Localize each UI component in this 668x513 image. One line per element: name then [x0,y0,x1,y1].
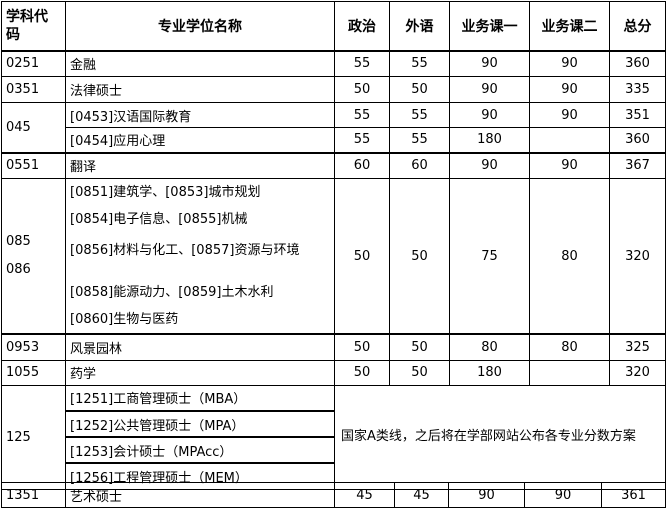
course1: 75 [449,178,530,335]
code: 085 086 [1,178,66,335]
total: 320 [609,178,666,335]
note: 国家A类线，之后将在学部网站公布各专业分数方案 [334,384,666,490]
code-line: 085 [6,234,31,249]
name: [1251]工商管理硕士（MBA） [65,384,335,412]
name: [0854]电子信息、[0855]机械 [70,212,248,227]
name: [0851]建筑学、[0853]城市规划 [70,185,261,200]
politics: 45 [334,482,395,508]
total: 335 [609,76,666,103]
name: [1253]会计硕士（MPAcc） [65,436,335,464]
code: 0953 [1,333,66,361]
language: 50 [389,178,450,335]
code-line: 086 [6,262,31,277]
header-course2: 业务课二 [529,1,610,51]
table-row: 125 [1251]工商管理硕士（MBA） 国家A类线，之后将在学部网站公布各专… [1,384,666,490]
code: 1055 [1,359,66,386]
name: 药学 [65,359,335,386]
table-row: [0454]应用心理 55 55 180 360 [2,127,666,153]
language: 55 [389,50,450,77]
total: 325 [609,333,666,361]
language: 55 [389,127,450,153]
name: [0860]生物与医药 [70,312,179,327]
course1: 90 [449,152,530,179]
course2: 90 [529,102,610,128]
name: 艺术硕士 [65,482,335,508]
language: 45 [394,482,449,508]
header-name: 专业学位名称 [65,1,335,51]
course1: 90 [449,76,530,103]
code: 0251 [1,50,66,77]
politics: 55 [334,50,390,77]
name-list: [0851]建筑学、[0853]城市规划 [0854]电子信息、[0855]机械… [65,178,335,335]
language: 60 [389,152,450,179]
table-row: 085 086 [0851]建筑学、[0853]城市规划 [0854]电子信息、… [1,178,666,335]
course1: 180 [449,359,530,386]
language: 50 [389,76,450,103]
course2 [529,359,610,386]
total: 361 [601,482,666,508]
code: 1351 [1,482,66,508]
total: 320 [609,359,666,386]
header-language: 外语 [389,1,450,51]
table-row: 1351 艺术硕士 45 45 90 90 361 [1,482,666,508]
course1: 80 [449,333,530,361]
course1: 90 [449,50,530,77]
table-row: 0251 金融 55 55 90 90 360 [1,50,666,77]
total: 367 [609,152,666,179]
score-table: 学科代码 专业学位名称 政治 外语 业务课一 业务课二 总分 0251 金融 5… [1,1,666,490]
course1: 90 [449,102,530,128]
politics: 55 [334,127,390,153]
course2 [529,127,610,153]
course2: 80 [529,178,610,335]
header-row: 学科代码 专业学位名称 政治 外语 业务课一 业务课二 总分 [1,1,666,51]
politics: 50 [334,178,390,335]
table-row: 1055 药学 50 50 180 320 [1,359,666,386]
code: 0551 [1,152,66,179]
name: 翻译 [65,152,335,179]
name: [1252]公共管理硕士（MPA） [65,410,335,438]
header-total: 总分 [609,1,666,51]
language: 55 [389,102,450,128]
header-code: 学科代码 [1,1,66,51]
score-table-last-row: 1351 艺术硕士 45 45 90 90 361 [1,482,666,508]
course2: 90 [524,482,602,508]
code: 0351 [1,76,66,103]
name: [0856]材料与化工、[0857]资源与环境 [70,243,300,258]
name: 风景园林 [65,333,335,361]
total: 360 [609,127,666,153]
name: [0858]能源动力、[0859]土木水利 [70,285,274,300]
course1: 90 [448,482,525,508]
language: 50 [389,333,450,361]
table-row: 045 [0453]汉语国际教育 55 55 90 90 351 [1,102,666,153]
table-row: [1253]会计硕士（MPAcc） [2,436,666,464]
course1: 180 [449,127,530,153]
name: [0454]应用心理 [65,127,335,153]
politics: 50 [334,333,390,361]
code: 045 [1,102,66,153]
table-row: 0551 翻译 60 60 90 90 367 [1,152,666,179]
politics: 50 [334,76,390,103]
language: 50 [389,359,450,386]
name: 金融 [65,50,335,77]
course2: 80 [529,333,610,361]
name: [0453]汉语国际教育 [65,102,335,128]
politics: 50 [334,359,390,386]
total: 360 [609,50,666,77]
politics: 60 [334,152,390,179]
code: 125 [1,384,66,490]
table-row: [1252]公共管理硕士（MPA） [2,410,666,438]
header-course1: 业务课一 [449,1,530,51]
total: 351 [609,102,666,128]
name: 法律硕士 [65,76,335,103]
politics: 55 [334,102,390,128]
course2: 90 [529,50,610,77]
course2: 90 [529,76,610,103]
table-row: 0953 风景园林 50 50 80 80 325 [1,333,666,361]
course2: 90 [529,152,610,179]
table-row: 0351 法律硕士 50 50 90 90 335 [1,76,666,103]
header-politics: 政治 [334,1,390,51]
